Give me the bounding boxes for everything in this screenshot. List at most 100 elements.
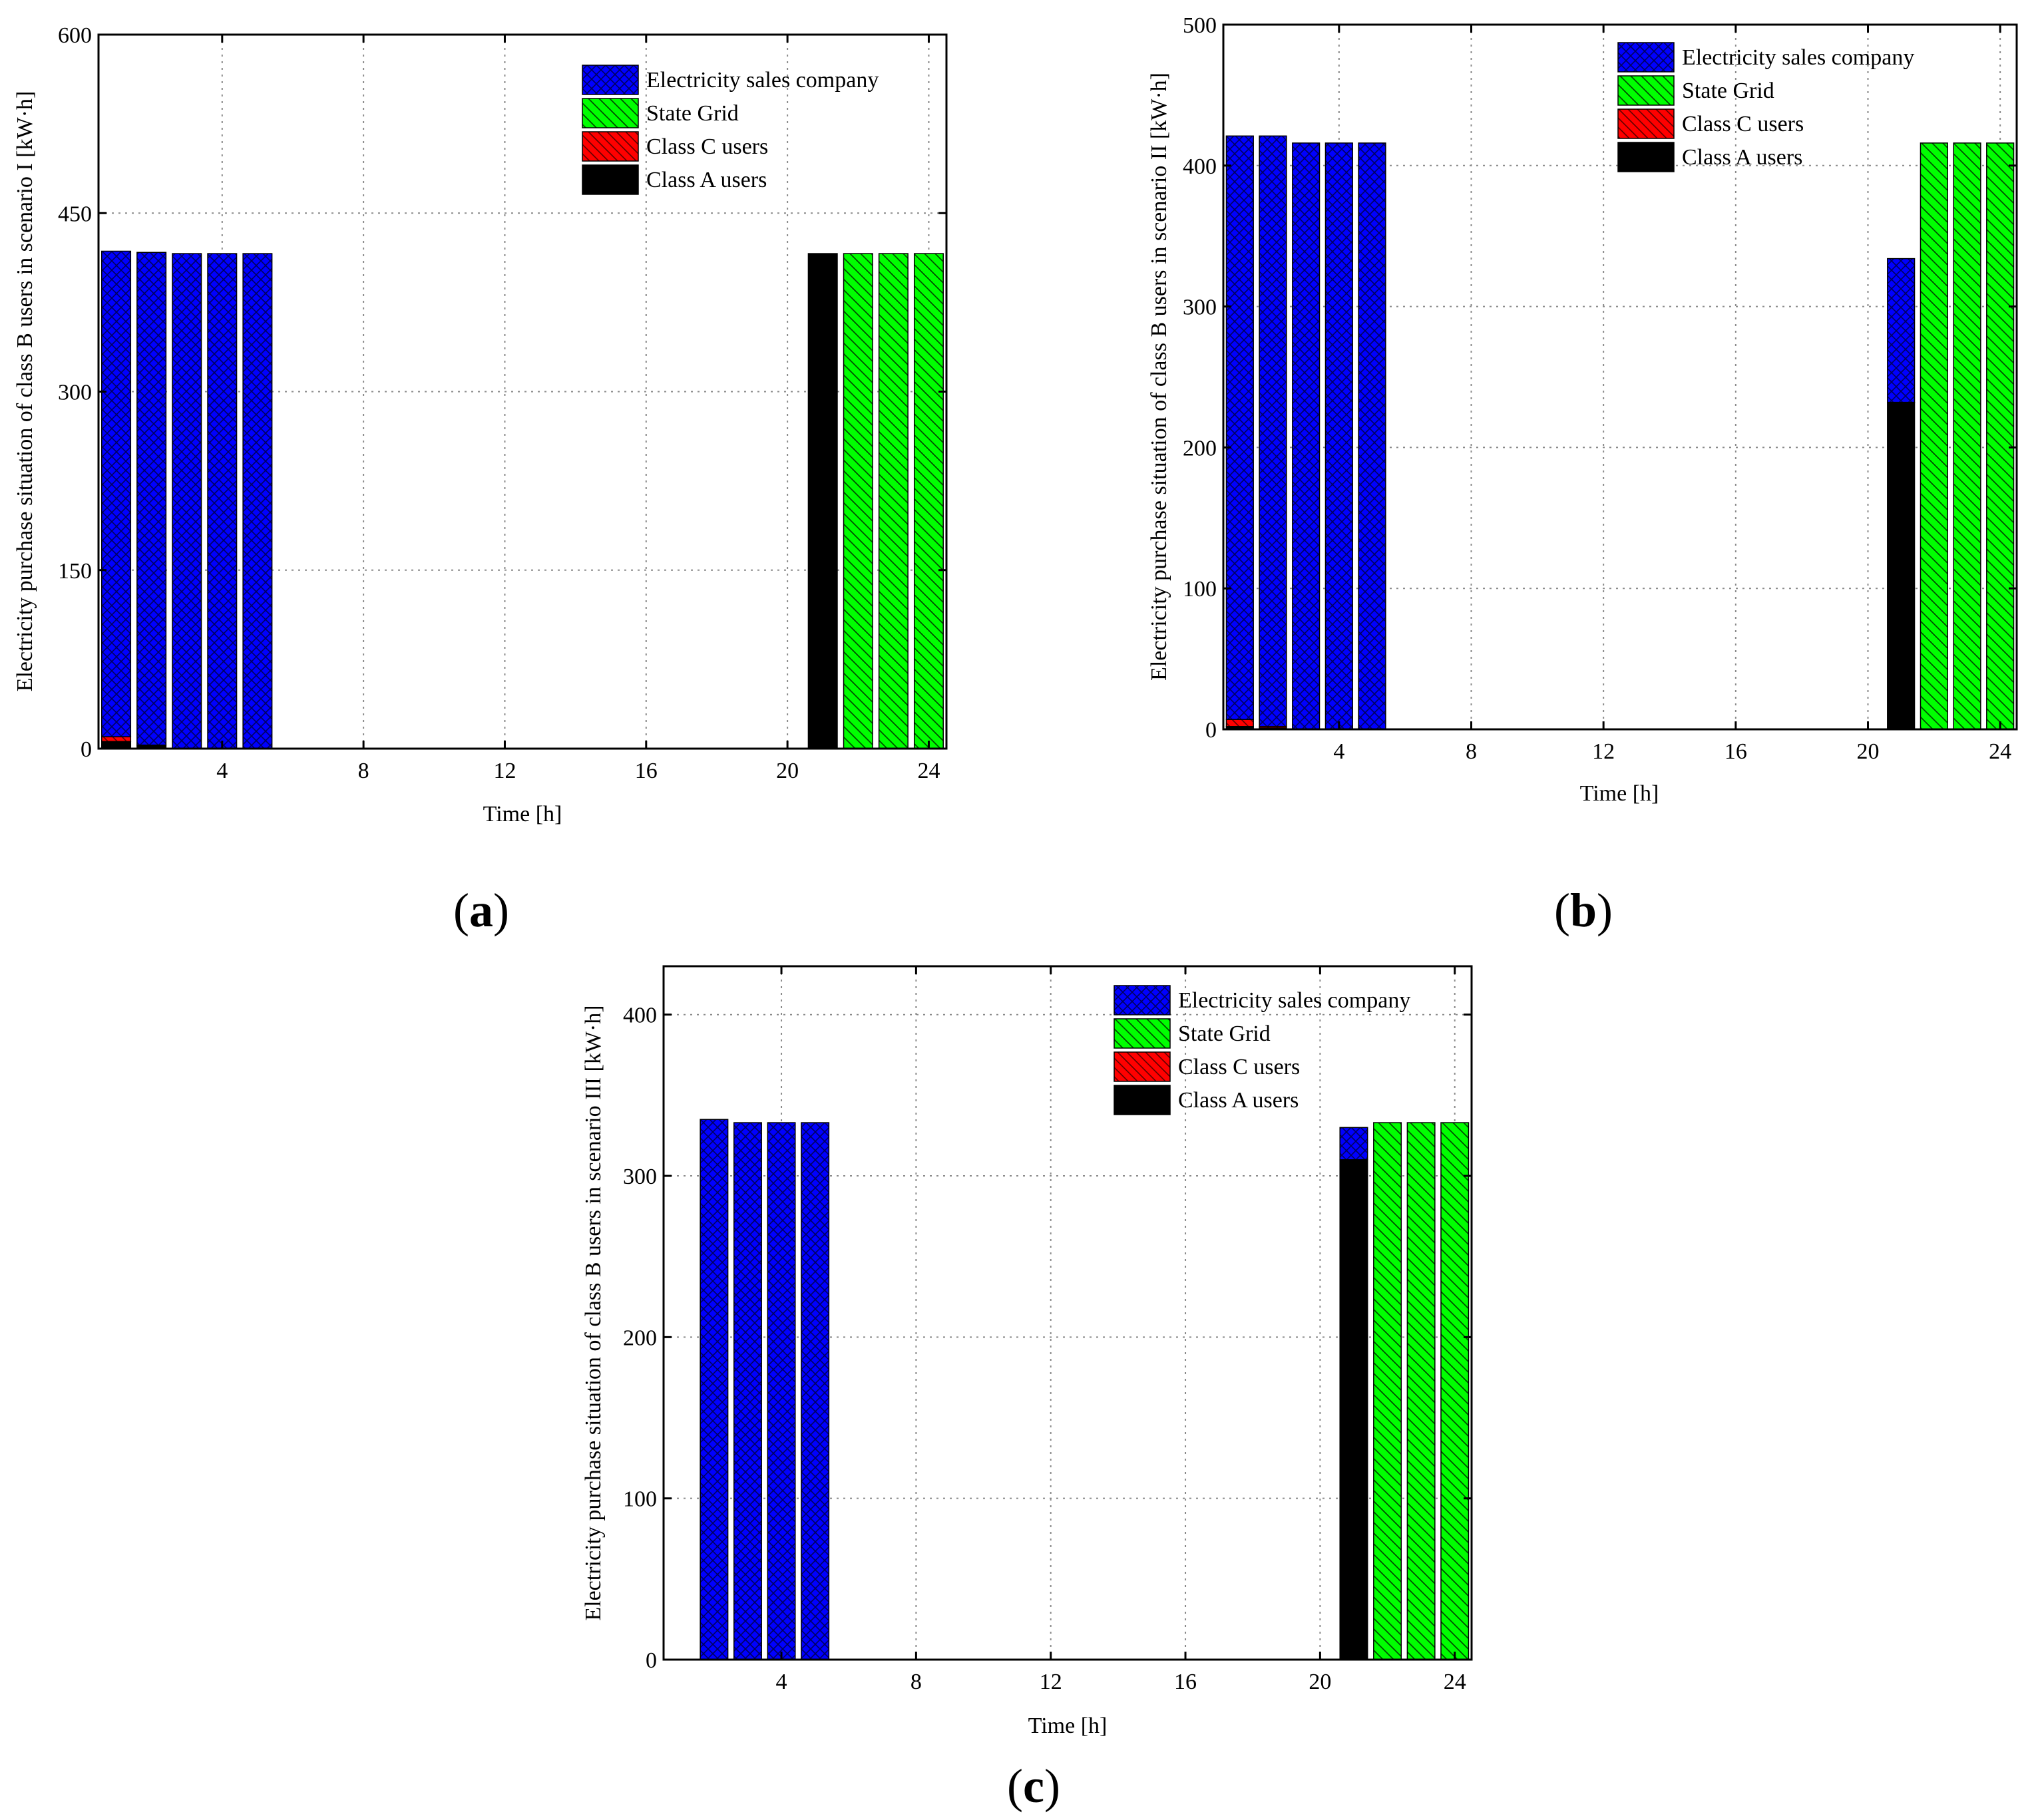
panel-c-legend-swatch-class-a-users [1114, 1085, 1171, 1115]
panel-c-bar-electricity-sales-company-t3 [733, 1122, 762, 1660]
panel-c-y-ticks: 0 100 200 300 400 [623, 1003, 1472, 1673]
panel-a-xtick-label: 8 [358, 759, 369, 783]
panel-b-bar-state-grid-t23 [1953, 142, 1981, 730]
panel-c-ytick-label: 400 [623, 1003, 657, 1028]
panel-a: 0 150 300 450 600 4 8 12 16 20 24 Time [h] Electr… [13, 23, 948, 937]
panel-c-bars [700, 1119, 1470, 1660]
panel-b-legend-swatch-class-c-users [1617, 108, 1675, 139]
panel-a-bar-state-grid-t22 [843, 253, 873, 749]
panel-b-ytick-label: 300 [1183, 295, 1217, 320]
panel-a-legend-label-class-c-users: Class C users [646, 134, 768, 159]
panel-b-legend: Electricity sales company State Grid Class… [1617, 42, 1914, 172]
panel-c-y-axis-title: Electricity purchase situation of class … [581, 1005, 606, 1620]
panel-a-ytick-label: 450 [58, 202, 92, 226]
panel-b-xtick-label: 4 [1333, 739, 1344, 764]
panel-a-legend-label-state-grid: State Grid [646, 101, 739, 126]
panel-a-legend: Electricity sales company State Grid Class… [582, 65, 879, 195]
panel-b-y-axis-title: Electricity purchase situation of class … [1147, 73, 1171, 681]
panel-b-xtick-label: 20 [1857, 739, 1880, 764]
panel-a-bar-class-a-users-t21 [807, 253, 838, 749]
panel-a-xtick-label: 12 [493, 759, 516, 783]
panel-c-bar-state-grid-t23 [1406, 1122, 1436, 1660]
panel-c-xtick-label: 8 [911, 1670, 922, 1694]
panel-b-bar-class-a-users-t21 [1887, 401, 1916, 730]
panel-a-xtick-label: 20 [776, 759, 799, 783]
panel-c-legend-label-class-a-users: Class A users [1178, 1088, 1299, 1113]
panel-c-ytick-label: 200 [623, 1326, 657, 1350]
panel-c-bar-electricity-sales-company-t5 [801, 1122, 830, 1660]
panel-c-xtick-label: 16 [1174, 1670, 1197, 1694]
panel-a-bar-class-c-users-t1 [101, 736, 132, 743]
panel-a-legend-label-class-a-users: Class A users [646, 168, 767, 192]
panel-b-legend-swatch-state-grid [1617, 75, 1675, 106]
panel-a-ytick-label: 300 [58, 381, 92, 405]
panel-b-ytick-label: 0 [1205, 718, 1217, 743]
panel-b-legend-swatch-electricity-sales-company [1617, 42, 1675, 73]
panel-b-y-ticks: 0 100 200 300 400 500 [1183, 13, 2017, 743]
panel-c-xtick-label: 24 [1444, 1670, 1466, 1694]
panel-b: 0 100 200 300 400 500 4 8 12 16 20 24 Time [h] Ele… [1147, 13, 2018, 937]
panel-a-bar-state-grid-t24 [913, 253, 944, 749]
panel-c-legend-swatch-class-c-users [1114, 1051, 1171, 1082]
panel-c-x-ticks: 4 8 12 16 20 24 [776, 966, 1466, 1694]
panel-b-ytick-label: 400 [1183, 154, 1217, 179]
panel-c-caption-letter: c [1023, 1759, 1044, 1813]
panel-a-x-ticks: 4 8 12 16 20 24 [216, 35, 940, 783]
panel-a-ytick-label: 0 [81, 737, 92, 762]
panel-b-bar-state-grid-t24 [1986, 142, 2015, 730]
panel-b-xtick-label: 12 [1592, 739, 1615, 764]
panel-b-bar-electricity-sales-company-t4 [1324, 142, 1353, 730]
panel-a-xtick-label: 24 [917, 759, 940, 783]
panel-c-xtick-label: 12 [1040, 1670, 1062, 1694]
panel-b-caption-letter: b [1570, 884, 1597, 937]
panel-b-legend-swatch-class-a-users [1617, 142, 1675, 172]
panel-c-ytick-label: 300 [623, 1165, 657, 1189]
panel-c-legend-label-state-grid: State Grid [1178, 1021, 1271, 1046]
panel-a-legend-swatch-class-c-users [582, 131, 639, 162]
panel-c-ytick-label: 0 [646, 1648, 657, 1673]
panel-b-ytick-label: 200 [1183, 436, 1217, 460]
panel-a-bar-electricity-sales-company-t2 [136, 252, 167, 746]
panel-b-x-ticks: 4 8 12 16 20 24 [1333, 25, 2011, 764]
panel-a-bar-electricity-sales-company-t1 [101, 250, 132, 737]
panel-c-grid [664, 966, 1472, 1660]
panel-c-legend-swatch-state-grid [1114, 1018, 1171, 1049]
panel-a-legend-label-electricity-sales-company: Electricity sales company [646, 68, 879, 92]
panel-b-bar-electricity-sales-company-t1 [1225, 135, 1254, 720]
panel-a-legend-swatch-state-grid [582, 98, 639, 128]
panel-a-xtick-label: 4 [216, 759, 228, 783]
panel-b-bar-electricity-sales-company-t3 [1292, 142, 1321, 730]
panel-b-bar-class-c-users-t1 [1225, 719, 1254, 727]
panel-c-bar-electricity-sales-company-t2 [700, 1119, 729, 1660]
panel-c: 0 100 200 300 400 4 8 12 16 20 24 Time [h] Electr… [581, 965, 1473, 1813]
panel-c-plot-frame [662, 965, 1473, 1661]
panel-a-y-ticks: 0 150 300 450 600 [58, 23, 946, 762]
panel-a-y-axis-title: Electricity purchase situation of class … [13, 91, 37, 692]
panel-a-ytick-label: 150 [58, 559, 92, 584]
panel-b-xtick-label: 8 [1466, 739, 1477, 764]
panel-a-xtick-label: 16 [635, 759, 658, 783]
panel-c-bar-state-grid-t24 [1440, 1122, 1470, 1660]
panel-b-bar-state-grid-t22 [1920, 142, 1948, 730]
panel-c-xtick-label: 20 [1309, 1670, 1331, 1694]
panel-b-ytick-label: 500 [1183, 13, 1217, 38]
panel-b-plot-frame [1222, 23, 2018, 731]
panel-b-legend-label-electricity-sales-company: Electricity sales company [1682, 45, 1914, 70]
panel-c-ytick-label: 100 [623, 1487, 657, 1512]
panel-a-caption: (a) [453, 884, 509, 937]
panel-c-bar-state-grid-t22 [1373, 1122, 1402, 1660]
panel-b-bar-electricity-sales-company-t21 [1887, 258, 1916, 403]
panel-a-x-axis-title: Time [h] [483, 802, 562, 826]
panel-b-xtick-label: 16 [1725, 739, 1747, 764]
panel-b-bar-electricity-sales-company-t5 [1358, 142, 1386, 730]
panel-c-x-axis-title: Time [h] [1028, 1714, 1108, 1738]
panel-b-bars [1225, 135, 2015, 730]
panel-c-legend-label-class-c-users: Class C users [1178, 1055, 1300, 1079]
panel-a-bar-electricity-sales-company-t3 [172, 253, 202, 749]
panel-a-bar-electricity-sales-company-t4 [207, 253, 238, 749]
panel-a-bar-class-a-users-t1 [101, 741, 132, 749]
panel-b-legend-label-class-a-users: Class A users [1682, 145, 1802, 170]
panel-a-caption-letter: a [469, 884, 493, 937]
panel-b-xtick-label: 24 [1989, 739, 2011, 764]
panel-a-bar-state-grid-t23 [878, 253, 909, 749]
